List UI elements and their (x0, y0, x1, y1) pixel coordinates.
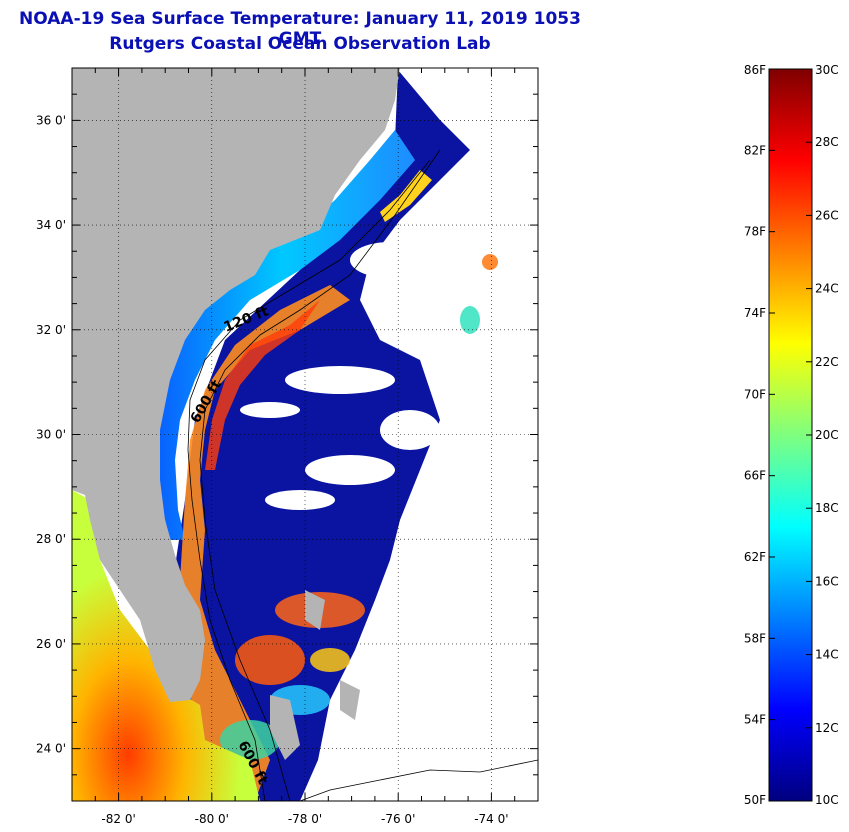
colorbar-label-f-7: 58F (744, 631, 766, 645)
warm-patches (220, 254, 498, 760)
lat-tick-label-2: 32 0' (36, 323, 66, 337)
shelf-water (150, 130, 415, 540)
lon-tick-label-3: -76 0' (381, 812, 415, 826)
gulf-stream-core (205, 300, 320, 470)
colorbar-label-c-1: 28C (815, 135, 839, 149)
gulf-stream (180, 285, 350, 801)
colorbar-label-f-1: 82F (744, 143, 766, 157)
colorbar-ramp (768, 68, 813, 802)
land-bahamas (270, 590, 360, 760)
colorbar-label-f-2: 78F (744, 225, 766, 239)
land-us-mainland (72, 68, 400, 702)
colorbar-label-f-5: 66F (744, 469, 766, 483)
lat-tick-label-3: 30 0' (36, 428, 66, 442)
colorbar-label-c-9: 12C (815, 721, 839, 735)
colorbar-label-c-5: 20C (815, 428, 839, 442)
colorbar-label-c-4: 22C (815, 355, 839, 369)
lat-tick-label-4: 28 0' (36, 532, 66, 546)
colorbar-label-f-3: 74F (744, 306, 766, 320)
gulf-of-mexico-water (72, 490, 260, 801)
lat-tick-label-0: 36 0' (36, 113, 66, 127)
cloud-gaps (240, 242, 470, 510)
colorbar-label-f-4: 70F (744, 387, 766, 401)
lon-tick-label-0: -82 0' (101, 812, 135, 826)
colorbar-label-f-8: 54F (744, 713, 766, 727)
isobath-contours (187, 149, 441, 801)
temperature-colorbar: 86F 82F 78F 74F 70F 66F 62F 58F 54F 50F 30C 28C 26C 2… (744, 63, 839, 807)
colorbar-label-c-3: 24C (815, 282, 839, 296)
colorbar-label-f-9: 50F (744, 793, 766, 807)
colorbar-label-f-6: 62F (744, 550, 766, 564)
cuba-outline (299, 759, 538, 801)
lat-tick-label-1: 34 0' (36, 218, 66, 232)
map-subtitle: Rutgers Coastal Ocean Observation Lab (109, 34, 491, 54)
lon-tick-label-2: -78 0' (288, 812, 322, 826)
colorbar-label-c-2: 26C (815, 208, 839, 222)
map-title: NOAA-19 Sea Surface Temperature: January… (19, 9, 581, 49)
colorbar-label-f-0: 86F (744, 63, 766, 77)
offshore-water (150, 70, 470, 801)
colorbar-label-c-6: 18C (815, 501, 839, 515)
graticule (72, 68, 538, 801)
lat-tick-label-6: 24 0' (36, 742, 66, 756)
map-panel (72, 68, 538, 801)
lon-tick-label-4: -74 0' (474, 812, 508, 826)
colorbar-label-c-8: 14C (815, 648, 839, 662)
colorbar-label-c-7: 16C (815, 574, 839, 588)
lat-tick-label-5: 26 0' (36, 637, 66, 651)
colorbar-label-c-10: 10C (815, 793, 839, 807)
map-axes: -82 0' -80 0' -78 0' -76 0' -74 0' 36 0' 34 0'… (36, 67, 539, 826)
lon-tick-label-1: -80 0' (195, 812, 229, 826)
outer-banks-warm (380, 170, 432, 222)
colorbar-label-c-0: 30C (815, 63, 839, 77)
